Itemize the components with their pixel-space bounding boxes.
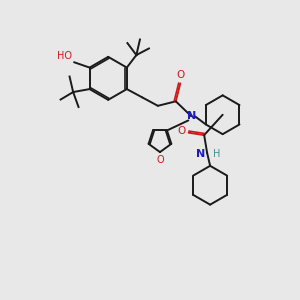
Text: N: N [187, 111, 196, 121]
Text: H: H [212, 148, 220, 159]
Text: HO: HO [57, 51, 72, 61]
Text: O: O [176, 70, 185, 80]
Text: O: O [177, 126, 186, 136]
Text: O: O [156, 155, 164, 165]
Text: N: N [196, 148, 205, 159]
